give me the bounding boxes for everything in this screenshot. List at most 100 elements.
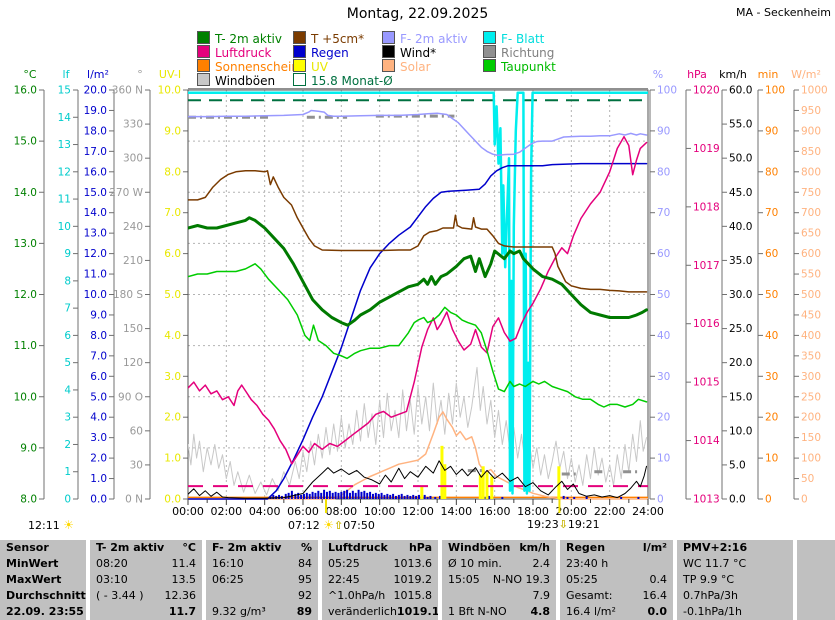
axis-tick-label: 1013 <box>693 494 720 506</box>
table-cell-value: 2.4 <box>532 557 551 570</box>
legend-item-taupunkt: Taupunkt <box>483 59 556 74</box>
legend-item-solar: Solar <box>382 59 431 74</box>
sun-annotation-noon: 12:11 ☀ <box>28 518 74 532</box>
axis-tick-label: 6 <box>64 330 71 342</box>
table-cell-label: Windböen <box>448 541 511 554</box>
legend-label: Luftdruck <box>215 46 272 60</box>
axis-tick-label: 16.0 <box>84 166 107 178</box>
legend-label: T- 2m aktiv <box>215 32 282 46</box>
axis-tick-label: 12.0 <box>14 289 37 301</box>
table-row: 16:10 84 <box>206 556 318 572</box>
table-row-labels: Sensor MinWert MaxWert Durchschnitt 22.09. 2… <box>0 540 86 620</box>
axis-tick-label: 7.0 <box>164 207 181 219</box>
axis-tick-label: 20.0 <box>84 85 107 97</box>
axis-header-lm2: l/m² <box>87 68 109 81</box>
axis-tick-label: 90 O <box>118 391 143 403</box>
series-t2m <box>188 216 648 327</box>
table-row: Sensor <box>0 540 86 556</box>
table-row: -0.1hPa/1h <box>677 604 793 620</box>
axis-tick-label: 11.0 <box>14 340 37 352</box>
table-cell-value: 16.4 <box>642 589 668 602</box>
table-row: WC 11.7 °C <box>677 556 793 572</box>
sunrise-annotation: 07:12 ☀⇧07:50 <box>288 518 375 532</box>
table-row: 03:10 13.5 <box>90 572 202 588</box>
axis-tick-label: 1 <box>64 466 71 478</box>
table-cell-label: 9.32 g/m³ <box>212 605 266 618</box>
axis-tick-label: 20.0 <box>729 357 752 369</box>
axis-header-hpa: hPa <box>687 68 707 81</box>
axis-tick-label: 10 <box>657 453 670 465</box>
table-row: Gesamt: 16.4 <box>560 588 673 604</box>
legend-label: Wind* <box>400 46 437 60</box>
x-label: 20:00 <box>555 505 587 518</box>
table-cell-label: 05:25 <box>328 557 360 570</box>
axis-tick-label: 50 <box>765 289 778 301</box>
sun-icon: ☀ <box>63 518 74 532</box>
axis-tick-label: 90 <box>765 125 778 137</box>
axis-header-wm2: W/m² <box>791 68 821 81</box>
table-row: TP 9.9 °C <box>677 572 793 588</box>
table-cell-label: T- 2m aktiv <box>96 541 165 554</box>
table-cell-label: 16:10 <box>212 557 244 570</box>
axis-tick-label: 270 W <box>109 187 143 199</box>
table-cell-value: hPa <box>408 541 432 554</box>
x-label: 10:00 <box>364 505 396 518</box>
table-cell-label: 0.7hPa/3h <box>683 589 739 602</box>
series-luftdruck <box>188 135 648 465</box>
table-cell-label: 05:25 <box>566 573 598 586</box>
table-cell-label: 03:10 <box>96 573 128 586</box>
table-row: 7.9 <box>442 588 556 604</box>
x-label: 22:00 <box>594 505 626 518</box>
axis-tick-label: 60 <box>657 248 670 260</box>
axis-tick-label: 4 <box>64 384 71 396</box>
legend-swatch <box>483 31 496 44</box>
axis-tick-label: 9.0 <box>90 309 107 321</box>
axis-tick-label: 13.0 <box>14 238 37 250</box>
axis-tick-label: 11 <box>58 194 71 206</box>
table-cell-label: 16.4 l/m² <box>566 605 616 618</box>
axis-tick-label: 60 <box>765 248 778 260</box>
legend-item-windb-en: Windböen <box>197 73 275 88</box>
axis-tick-label: 55.0 <box>729 119 752 131</box>
legend-item-t-5cm-: T +5cm* <box>293 31 365 46</box>
table-cell-label: Ø 10 min. <box>448 557 502 570</box>
axis-tick-label: 550 <box>801 269 821 281</box>
axis-tick-label: 6.0 <box>164 248 181 260</box>
axis-tick-label: 250 <box>801 391 821 403</box>
table-cell-label: ( - 3.44 ) <box>96 589 144 602</box>
table-cell-value: 1019.1 <box>396 605 438 618</box>
table-cell-value: 0.4 <box>649 573 668 586</box>
table-cell-value: 1015.8 <box>393 589 433 602</box>
table-row: Windböen km/h <box>442 540 556 556</box>
sunrise-sun-icon: ☀ <box>323 518 334 532</box>
table-cell-value: 7.9 <box>532 589 551 602</box>
axis-tick-label: 330 <box>123 119 143 131</box>
table-cell-value: °C <box>182 541 196 554</box>
axis-tick-label: 0.0 <box>164 494 181 506</box>
axis-tick-label: 50 <box>801 473 814 485</box>
table-row: 1 Bft N-NO 4.8 <box>442 604 556 620</box>
axis-tick-label: 1020 <box>693 85 720 97</box>
legend-label: Sonnenschein <box>215 60 299 74</box>
axis-tick-label: 5.0 <box>729 459 746 471</box>
table-cell-value: 92 <box>298 589 312 602</box>
axis-tick-label: 80 <box>657 166 670 178</box>
legend-label: T +5cm* <box>311 32 365 46</box>
legend-item-f-blatt: F- Blatt <box>483 31 544 46</box>
axis-tick-label: 750 <box>801 187 821 199</box>
axis-header-kmh: km/h <box>719 68 747 81</box>
axis-tick-label: 500 <box>801 289 821 301</box>
legend-swatch <box>293 31 306 44</box>
axis-tick-label: 950 <box>801 105 821 117</box>
x-label: 06:00 <box>287 505 319 518</box>
table-row: 9.32 g/m³ 89 <box>206 604 318 620</box>
axis-tick-label: 1018 <box>693 201 720 213</box>
table-cell-value: 11.7 <box>168 605 196 618</box>
table-row: veränderlich 1019.1 <box>322 604 438 620</box>
table-row: 92 <box>206 588 318 604</box>
axis-tick-label: 650 <box>801 228 821 240</box>
legend-item-uv: UV <box>293 59 328 74</box>
table-row: Ø 10 min. 2.4 <box>442 556 556 572</box>
axis-tick-label: 2.0 <box>164 412 181 424</box>
table-row: 06:25 95 <box>206 572 318 588</box>
